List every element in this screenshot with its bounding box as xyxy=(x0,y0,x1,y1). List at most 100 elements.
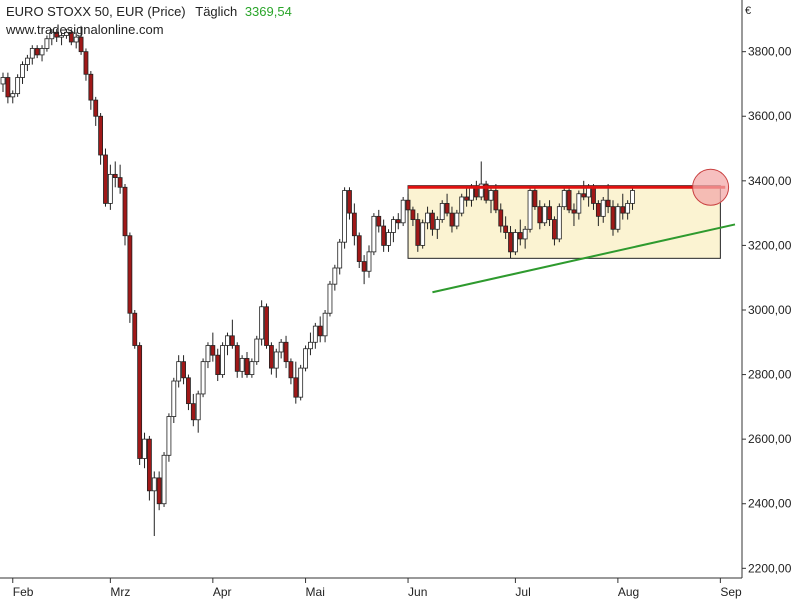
candle xyxy=(405,193,411,214)
candle xyxy=(264,303,269,349)
candle-body xyxy=(49,31,55,40)
candle-body xyxy=(322,312,328,337)
chart-header: EURO STOXX 50, EUR (Price) Täglich 3369,… xyxy=(6,4,292,19)
candle xyxy=(283,335,289,369)
candle xyxy=(54,29,60,42)
candle-body xyxy=(610,206,616,230)
candle-body xyxy=(478,183,484,198)
candle-body xyxy=(410,209,416,220)
candle xyxy=(425,206,430,230)
candle-body xyxy=(561,190,567,208)
candle xyxy=(444,193,450,217)
candle xyxy=(78,25,84,55)
candle-body xyxy=(630,190,635,204)
candle-body xyxy=(190,403,196,421)
candle xyxy=(459,193,465,217)
candle-body xyxy=(127,235,133,314)
x-tick-label: Aug xyxy=(618,585,639,599)
candle xyxy=(215,348,221,382)
candle-body xyxy=(356,235,362,262)
candle xyxy=(400,196,406,227)
candle xyxy=(195,390,201,433)
candle xyxy=(600,196,606,223)
candle xyxy=(64,29,69,39)
candle xyxy=(244,351,250,378)
candle-body xyxy=(44,38,50,49)
candle-body xyxy=(205,345,211,363)
candle-body xyxy=(151,477,157,492)
candle xyxy=(625,200,631,220)
candle xyxy=(561,187,567,210)
candle xyxy=(361,255,367,285)
candle-body xyxy=(161,454,167,505)
candle xyxy=(73,32,79,49)
source-label: www.tradesignalonline.com xyxy=(6,22,164,37)
candle xyxy=(146,435,152,501)
overlay-layer xyxy=(408,168,736,294)
candle-body xyxy=(200,361,206,395)
y-tick-label: 2600,00 xyxy=(748,432,792,446)
candle xyxy=(415,213,421,252)
candle-body xyxy=(552,219,557,240)
candle-body xyxy=(78,36,84,53)
candle-layer xyxy=(0,25,635,537)
candle-body xyxy=(415,219,421,246)
candle xyxy=(312,322,318,349)
candle xyxy=(288,358,294,385)
candle-body xyxy=(595,203,601,217)
candle xyxy=(83,48,89,81)
candle-body xyxy=(229,335,235,346)
candle-body xyxy=(366,251,372,272)
candle xyxy=(273,348,279,378)
candle-body xyxy=(376,215,382,227)
candle-body xyxy=(337,241,343,269)
candle xyxy=(20,61,25,84)
candle-body xyxy=(532,190,538,208)
x-tick-label: Apr xyxy=(213,585,232,599)
candle-body xyxy=(146,438,152,492)
candle-body xyxy=(273,351,279,369)
candle xyxy=(430,209,435,236)
candle xyxy=(556,203,562,243)
candle xyxy=(239,355,245,378)
candle-body xyxy=(0,77,6,85)
y-tick-label: 2200,00 xyxy=(748,561,792,575)
candle-body xyxy=(425,212,430,224)
candle-body xyxy=(522,228,528,240)
candle-body xyxy=(547,206,552,220)
candle xyxy=(229,319,235,349)
candle xyxy=(5,72,11,104)
candle-body xyxy=(249,361,255,375)
candle-body xyxy=(64,31,69,36)
candle-body xyxy=(498,209,504,227)
candle-body xyxy=(386,232,391,246)
candle xyxy=(522,226,528,249)
candle xyxy=(381,219,387,252)
candle xyxy=(220,342,226,378)
candle xyxy=(595,200,601,227)
candle xyxy=(581,180,587,201)
candle-body xyxy=(142,438,147,459)
candle-body xyxy=(34,48,40,56)
x-tick-label: Mrz xyxy=(110,585,130,599)
candle-body xyxy=(400,199,406,224)
candle xyxy=(337,238,343,275)
candle xyxy=(527,187,533,233)
candle-body xyxy=(459,196,465,214)
candle xyxy=(308,332,313,356)
candle xyxy=(498,203,504,233)
candle xyxy=(517,219,523,246)
x-tick-label: Jun xyxy=(408,585,427,599)
candle-body xyxy=(103,154,108,204)
candle xyxy=(464,187,470,207)
candle xyxy=(249,358,255,378)
candle xyxy=(390,216,396,243)
candle xyxy=(508,226,513,259)
candle-body xyxy=(293,377,299,398)
candle-body xyxy=(454,212,460,227)
candle-body xyxy=(39,48,45,56)
candle xyxy=(542,203,548,227)
candle-body xyxy=(210,345,216,356)
candle-body xyxy=(239,358,245,372)
candle-body xyxy=(98,115,103,156)
